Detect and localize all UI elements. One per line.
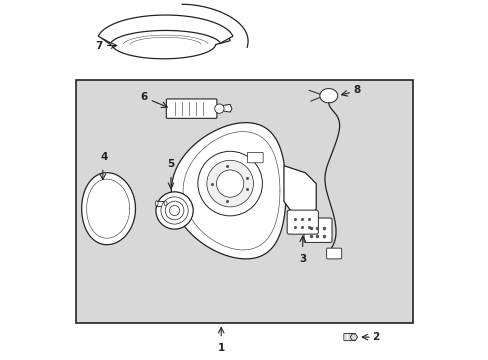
FancyBboxPatch shape [247, 152, 263, 163]
Text: 7: 7 [95, 41, 103, 50]
Circle shape [161, 197, 188, 224]
Polygon shape [319, 89, 337, 103]
Polygon shape [98, 15, 232, 43]
FancyBboxPatch shape [343, 333, 355, 341]
Text: 8: 8 [353, 85, 360, 95]
Polygon shape [284, 166, 316, 223]
Polygon shape [81, 173, 135, 245]
Circle shape [214, 104, 224, 113]
Polygon shape [215, 104, 231, 112]
Text: 4: 4 [101, 152, 108, 162]
Polygon shape [171, 123, 285, 259]
Circle shape [206, 160, 253, 207]
Polygon shape [349, 334, 357, 340]
Polygon shape [156, 201, 165, 206]
Circle shape [216, 170, 244, 197]
Text: 3: 3 [299, 254, 306, 264]
Circle shape [198, 151, 262, 216]
Ellipse shape [164, 201, 167, 206]
Text: 5: 5 [167, 159, 174, 169]
FancyBboxPatch shape [166, 99, 217, 118]
Circle shape [156, 192, 193, 229]
Bar [76, 80, 412, 323]
FancyBboxPatch shape [304, 218, 331, 242]
Text: 1: 1 [217, 343, 224, 353]
FancyBboxPatch shape [326, 248, 341, 259]
Ellipse shape [155, 201, 158, 206]
Polygon shape [102, 19, 230, 59]
Circle shape [169, 206, 179, 216]
Text: 2: 2 [372, 332, 379, 342]
Circle shape [165, 201, 183, 220]
Text: 6: 6 [140, 92, 147, 102]
FancyBboxPatch shape [286, 210, 318, 234]
